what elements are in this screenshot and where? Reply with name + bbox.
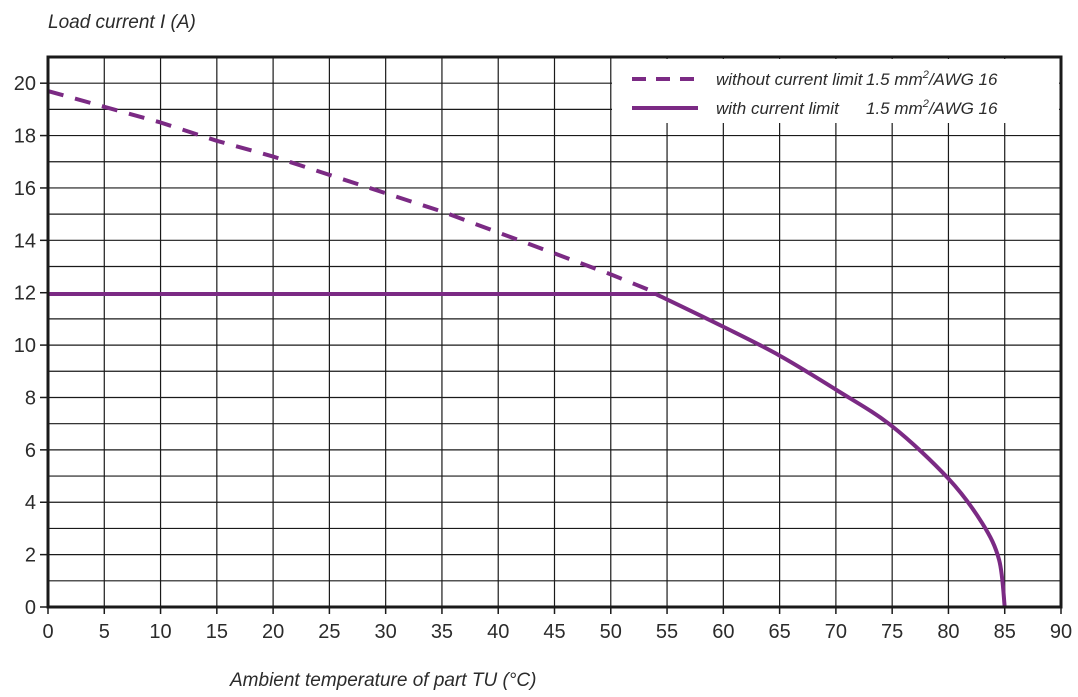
x-tick-label: 15 <box>206 621 228 643</box>
y-tick-label: 14 <box>14 230 36 252</box>
y-tick-label: 18 <box>14 126 36 148</box>
x-axis-title: Ambient temperature of part TU (°C) <box>229 670 536 691</box>
legend-label: with current limit <box>716 99 840 118</box>
x-axis-ticks: 0 5 10 15 20 25 30 35 40 45 50 55 60 65 70 75 80 85 90 <box>42 607 1072 643</box>
series-line-with-current-limit <box>48 292 1007 608</box>
y-tick-label: 8 <box>25 387 36 409</box>
y-axis-title: Load current I (A) <box>48 12 196 33</box>
x-tick-label: 10 <box>149 621 171 643</box>
y-tick-label: 12 <box>14 283 36 305</box>
x-tick-label: 85 <box>994 621 1016 643</box>
x-tick-label: 40 <box>487 621 509 643</box>
y-tick-label: 16 <box>14 178 36 200</box>
x-tick-label: 50 <box>600 621 622 643</box>
grid <box>48 57 1061 607</box>
legend-spec: 1.5 mm2/AWG 16 <box>866 98 998 118</box>
y-axis-ticks: 0 2 4 6 8 10 12 14 16 18 20 <box>14 73 48 619</box>
y-tick-label: 20 <box>14 73 36 95</box>
legend: without current limit 1.5 mm2/AWG 16 with … <box>632 69 998 118</box>
series-line-without-current-limit <box>47 89 657 295</box>
x-tick-label: 60 <box>712 621 734 643</box>
x-tick-label: 45 <box>543 621 565 643</box>
series-layer <box>47 89 1007 608</box>
x-tick-label: 30 <box>375 621 397 643</box>
x-tick-label: 90 <box>1050 621 1072 643</box>
legend-box <box>612 59 1059 123</box>
x-tick-label: 25 <box>318 621 340 643</box>
x-tick-label: 0 <box>42 621 53 643</box>
x-tick-label: 20 <box>262 621 284 643</box>
y-tick-label: 10 <box>14 335 36 357</box>
x-tick-label: 5 <box>99 621 110 643</box>
y-tick-label: 6 <box>25 440 36 462</box>
x-tick-label: 65 <box>768 621 790 643</box>
x-tick-label: 70 <box>825 621 847 643</box>
x-tick-label: 75 <box>881 621 903 643</box>
y-tick-label: 0 <box>25 597 36 619</box>
legend-spec: 1.5 mm2/AWG 16 <box>866 69 998 89</box>
x-tick-label: 35 <box>431 621 453 643</box>
legend-label: without current limit <box>716 70 864 89</box>
y-tick-label: 4 <box>25 492 36 514</box>
x-tick-label: 55 <box>656 621 678 643</box>
y-tick-label: 2 <box>25 545 36 567</box>
x-tick-label: 80 <box>937 621 959 643</box>
